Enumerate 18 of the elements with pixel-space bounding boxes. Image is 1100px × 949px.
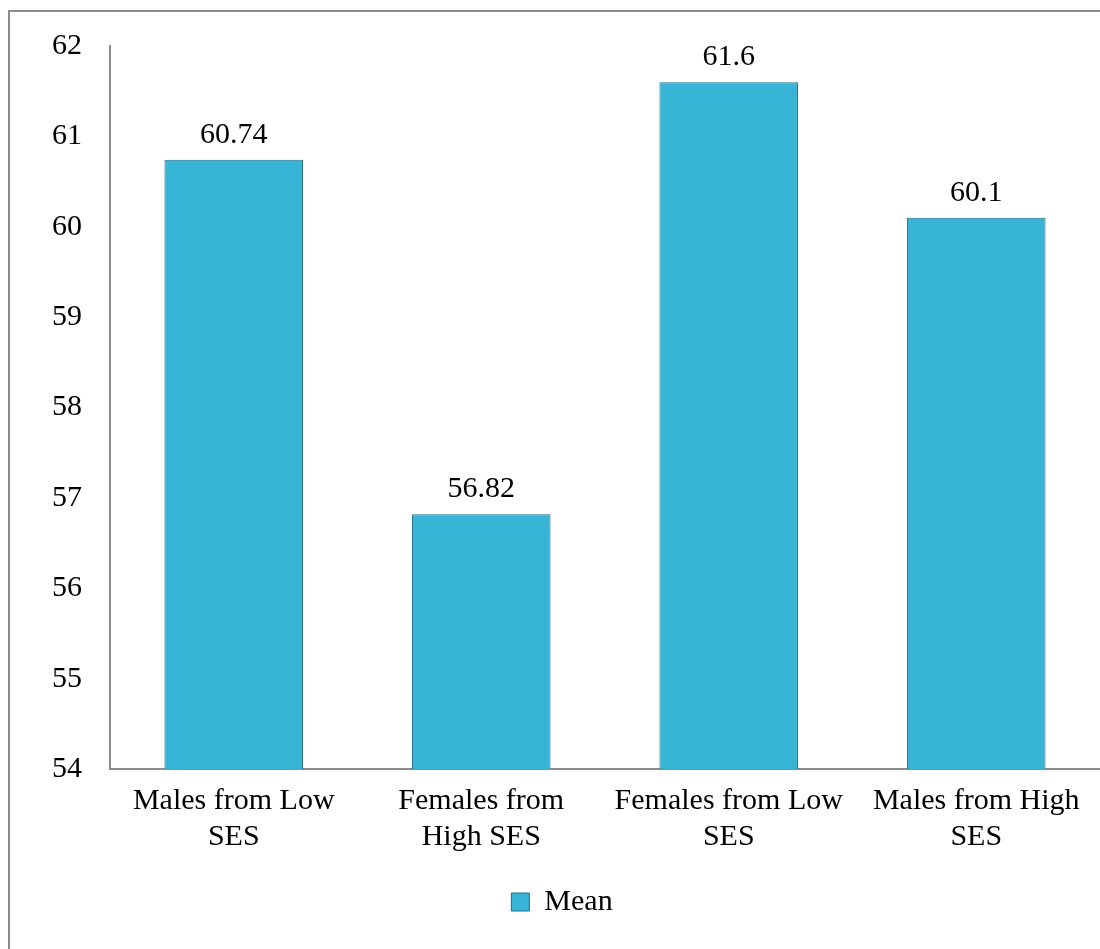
x-tick-label: Males from Low SES — [132, 781, 335, 851]
y-tick-label: 56 — [52, 569, 82, 603]
x-tick-label: Males from High SES — [872, 781, 1080, 851]
legend-label: Mean — [544, 882, 613, 916]
y-tick-label: 62 — [52, 26, 82, 60]
x-tick-label: Females from High SES — [398, 781, 565, 851]
data-label: 61.6 — [702, 38, 755, 72]
y-tick-label: 55 — [52, 659, 82, 693]
data-label: 60.74 — [200, 115, 268, 149]
data-label: 60.1 — [950, 173, 1003, 207]
x-tick-label: Females from Low SES — [614, 781, 844, 851]
y-tick-label: 58 — [52, 388, 82, 422]
y-tick-label: 57 — [52, 478, 82, 512]
data-label: 56.82 — [447, 470, 515, 504]
y-tick-label: 60 — [52, 207, 82, 241]
y-tick-label: 61 — [52, 117, 82, 151]
y-tick-label: 59 — [52, 298, 82, 331]
y-tick-label: 54 — [52, 749, 82, 783]
